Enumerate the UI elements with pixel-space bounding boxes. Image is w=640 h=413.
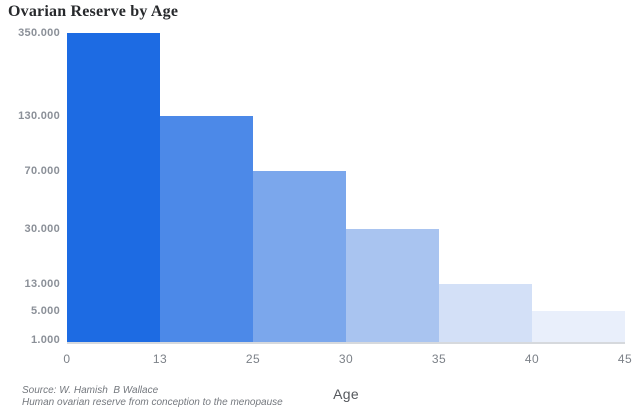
bar-age-30-35: [346, 229, 439, 343]
bar-age-0-13: [67, 32, 160, 343]
x-tick-label: 30: [338, 352, 354, 366]
y-axis: 350.000 130.000 70.000 30.000 13.000 5.000 1.0…: [0, 25, 60, 347]
x-axis-title: Age: [333, 386, 359, 402]
x-tick-label: 45: [617, 352, 633, 366]
x-tick-label: 35: [431, 352, 447, 366]
x-axis: 0 13 25 30 35 40 45: [63, 352, 631, 366]
source-line-2: Human ovarian reserve from conception to…: [22, 396, 283, 408]
y-tick-label: 30.000: [24, 223, 60, 236]
x-axis-line: [67, 342, 625, 344]
y-tick-label: 5.000: [30, 304, 60, 317]
bar-age-35-40: [439, 283, 532, 343]
bar-age-40-45: [532, 310, 625, 343]
bar-age-13-25: [160, 115, 253, 343]
y-tick-label: 13.000: [24, 277, 60, 290]
x-tick-label: 40: [524, 352, 540, 366]
plot-area: [67, 25, 625, 343]
x-tick-label: 13: [152, 352, 168, 366]
chart-title: Ovarian Reserve by Age: [8, 3, 179, 20]
y-tick-label: 350.000: [18, 26, 60, 39]
x-tick-label: 0: [63, 352, 71, 366]
x-tick-label: 25: [245, 352, 261, 366]
source-line-1: Source: W. Hamish B Wallace: [22, 385, 159, 396]
y-tick-label: 1.000: [30, 334, 60, 347]
y-tick-label: 70.000: [24, 164, 60, 177]
y-tick-label: 130.000: [18, 109, 60, 122]
source-note: Source: W. Hamish B Wallace Human ovaria…: [22, 385, 283, 408]
bar-age-25-30: [253, 170, 346, 343]
